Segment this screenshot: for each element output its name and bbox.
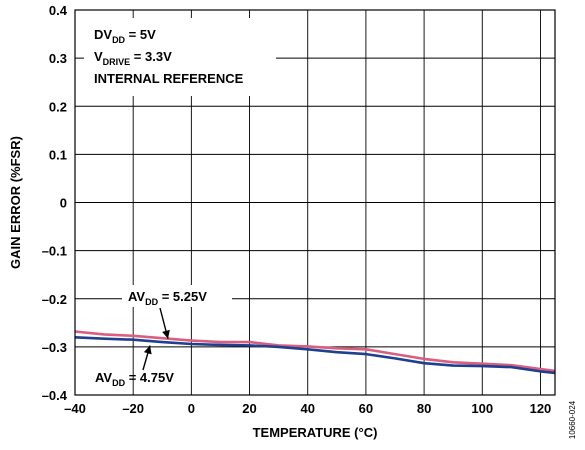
- y-tick-label: –0.3: [42, 340, 67, 355]
- x-axis-title: TEMPERATURE (°C): [253, 425, 378, 440]
- x-tick-label: 0: [188, 401, 195, 416]
- annotation-text: AVDD = 4.75V: [95, 370, 174, 388]
- y-tick-label: 0.4: [49, 3, 68, 18]
- conditions-annotation: DVDD = 5V VDRIVE = 3.3V INTERNAL REFERENCE: [94, 27, 244, 86]
- y-tick-label: –0.1: [42, 244, 67, 259]
- arrow-head: [143, 345, 152, 355]
- annotation-text: VDRIVE = 3.3V: [94, 49, 172, 67]
- x-tick-label: 20: [242, 401, 256, 416]
- x-tick-label: –20: [122, 401, 144, 416]
- x-tick-label: –40: [64, 401, 86, 416]
- x-tick-label: 40: [300, 401, 314, 416]
- plot-frame: [74, 9, 556, 396]
- x-tick-label: 80: [417, 401, 431, 416]
- series-lines: [74, 330, 556, 375]
- x-tick-label: 60: [359, 401, 373, 416]
- grid-lines: [75, 10, 555, 395]
- figure-id: 10660-024: [568, 400, 577, 439]
- annotation-text: INTERNAL REFERENCE: [94, 71, 244, 86]
- label-5-25v-background: [122, 285, 232, 307]
- y-tick-label: –0.4: [42, 388, 68, 403]
- x-tick-label: 100: [471, 401, 493, 416]
- y-tick-label: 0: [60, 196, 67, 211]
- y-axis-title: GAIN ERROR (%FSR): [8, 136, 23, 269]
- y-tick-labels: 0.4 0.3 0.2 0.1 0 –0.1 –0.2 –0.3 –0.4: [42, 3, 68, 403]
- x-tick-labels: –40 –20 0 20 40 60 80 100 120: [64, 401, 551, 416]
- arrow-head: [162, 329, 170, 339]
- y-tick-label: –0.2: [42, 292, 67, 307]
- y-tick-label: 0.3: [49, 51, 67, 66]
- annotation-arrows: [142, 307, 170, 371]
- series-line: [74, 336, 556, 375]
- y-tick-label: 0.2: [49, 99, 67, 114]
- annotation-text: AVDD = 5.25V: [128, 289, 207, 307]
- label-avdd-4-75v: AVDD = 4.75V: [95, 370, 174, 388]
- series-line: [74, 330, 556, 373]
- x-tick-label: 120: [530, 401, 552, 416]
- y-tick-label: 0.1: [49, 147, 67, 162]
- conditions-annotation-background: [84, 18, 276, 96]
- annotation-text: DVDD = 5V: [94, 27, 156, 45]
- label-avdd-5-25v: AVDD = 5.25V: [128, 289, 207, 307]
